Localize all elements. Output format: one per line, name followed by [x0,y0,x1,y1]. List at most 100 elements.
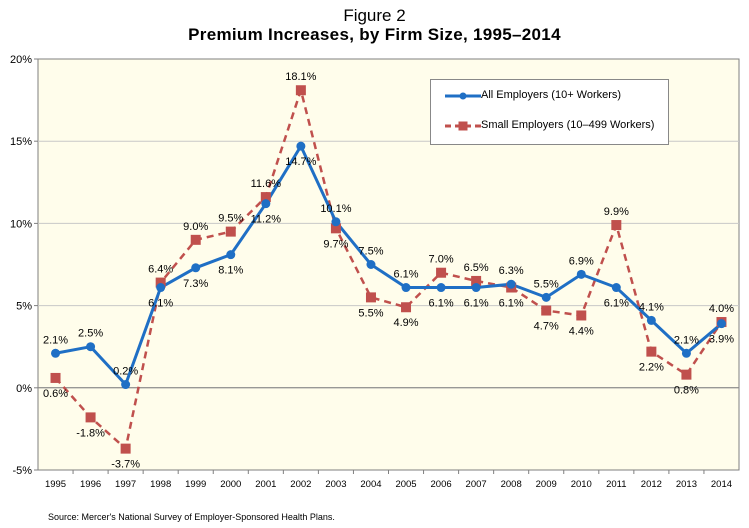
point-small-employers [436,267,447,278]
point-small-employers [681,369,692,380]
point-small-employers [295,85,306,96]
figure-label: Figure 2 [343,6,406,25]
data-label-small-employers: 4.4% [569,325,594,337]
x-tick-label: 1995 [45,479,66,490]
x-tick-label: 2009 [536,479,557,490]
y-tick-label: 0% [16,383,32,395]
data-label-small-employers: -3.7% [111,459,140,471]
data-label-all-employers: 6.3% [499,265,524,277]
data-label-all-employers: 2.1% [43,334,68,346]
x-tick-label: 1999 [185,479,206,490]
data-label-all-employers: 6.1% [429,298,454,310]
data-label-all-employers: 0.2% [113,366,138,378]
y-tick-label: 10% [10,218,32,230]
data-label-all-employers: 7.3% [183,278,208,290]
x-tick-label: 2001 [255,479,276,490]
point-small-employers [330,223,341,234]
data-label-all-employers: 14.7% [285,156,316,168]
x-tick-label: 2004 [360,479,381,490]
data-label-all-employers: 6.1% [464,298,489,310]
point-all-employers [611,283,621,293]
series-line-small-employers [54,85,723,451]
y-tick-label: 5% [16,301,32,313]
point-all-employers [191,263,201,273]
x-tick-label: 2011 [606,479,626,490]
point-small-employers [611,220,622,231]
data-label-small-employers: 5.5% [358,307,383,319]
legend-marker-all-employers [459,92,467,100]
legend-label-small-employers: Small Employers (10–499 Workers) [481,119,655,131]
x-tick-label: 2014 [711,479,732,490]
data-label-small-employers: 6.5% [464,262,489,274]
data-label-all-employers: 2.5% [78,328,103,340]
data-labels: 2.1% 2.5% 0.2% 6.1% 7.3% 8.1% 11.2% 14.7% 10.1% 7… [43,71,734,470]
point-small-employers [401,302,412,313]
data-label-small-employers: 4.0% [709,303,734,315]
point-all-employers [576,269,586,279]
x-tick-label: 2013 [676,479,697,490]
source-note: Source: Mercer's National Survey of Empl… [48,512,335,522]
data-label-small-employers: 4.7% [534,321,559,333]
point-small-employers [85,412,96,423]
point-all-employers [541,292,551,302]
data-label-small-employers: 9.7% [323,238,348,250]
x-tick-label: 2007 [466,479,487,490]
point-small-employers [50,372,61,383]
data-label-all-employers: 8.1% [218,265,243,277]
point-all-employers [331,217,341,227]
x-tick-label: 2005 [395,479,416,490]
data-label-small-employers: 2.2% [639,362,664,374]
data-label-small-employers: 4.9% [393,317,418,329]
x-axis: 1995 1996 1997 1998 1999 2000 2001 2002 2003 2004… [45,470,732,490]
point-small-employers [155,277,166,288]
data-label-all-employers: 6.1% [604,298,629,310]
data-label-all-employers: 6.1% [148,298,173,310]
data-label-small-employers: 0.8% [674,385,699,397]
legend-swatches [445,92,481,131]
data-label-small-employers: 9.9% [604,206,629,218]
data-label-all-employers: 6.1% [393,269,418,281]
point-all-employers [436,283,446,293]
x-tick-label: 2002 [290,479,311,490]
y-tick-label: -5% [12,465,32,477]
data-label-all-employers: 10.1% [320,203,351,215]
point-all-employers [646,315,656,325]
x-tick-label: 1998 [150,479,171,490]
point-all-employers [261,199,271,209]
data-label-small-employers: 0.6% [43,388,68,400]
point-all-employers [401,283,411,293]
data-label-small-employers: 18.1% [285,71,316,83]
series-line-all-employers [55,142,723,388]
chart-title: Premium Increases, by Firm Size, 1995–20… [188,25,561,44]
legend: All Employers (10+ Workers) Small Employ… [430,79,669,145]
data-label-all-employers: 5.5% [534,278,559,290]
x-tick-label: 2010 [571,479,592,490]
point-all-employers [716,319,726,329]
point-all-employers [121,380,131,390]
y-axis: -5% 0% 5% 10% 15% 20% [10,54,38,477]
point-all-employers [86,342,96,352]
data-label-all-employers: 6.9% [569,255,594,267]
point-all-employers [366,260,376,269]
point-small-employers [471,275,482,286]
x-tick-label: 1996 [80,479,101,490]
data-label-small-employers: 6.4% [148,264,173,276]
x-tick-label: 2008 [501,479,522,490]
point-small-employers [541,305,552,316]
y-tick-label: 20% [10,54,32,66]
data-label-small-employers: 7.0% [429,254,454,266]
point-small-employers [190,234,201,245]
data-label-all-employers: 3.9% [709,334,734,346]
point-small-employers [365,292,376,303]
data-label-small-employers: 9.5% [218,213,243,225]
data-label-all-employers: 4.1% [639,301,664,313]
point-all-employers [471,283,481,293]
point-small-employers [576,310,587,321]
point-small-employers [260,192,271,203]
data-label-small-employers: 9.0% [183,221,208,233]
y-tick-label: 15% [10,136,32,148]
point-small-employers [120,443,131,454]
point-all-employers [296,141,306,151]
x-tick-label: 1997 [115,479,136,490]
data-label-all-employers: 11.2% [251,214,282,226]
